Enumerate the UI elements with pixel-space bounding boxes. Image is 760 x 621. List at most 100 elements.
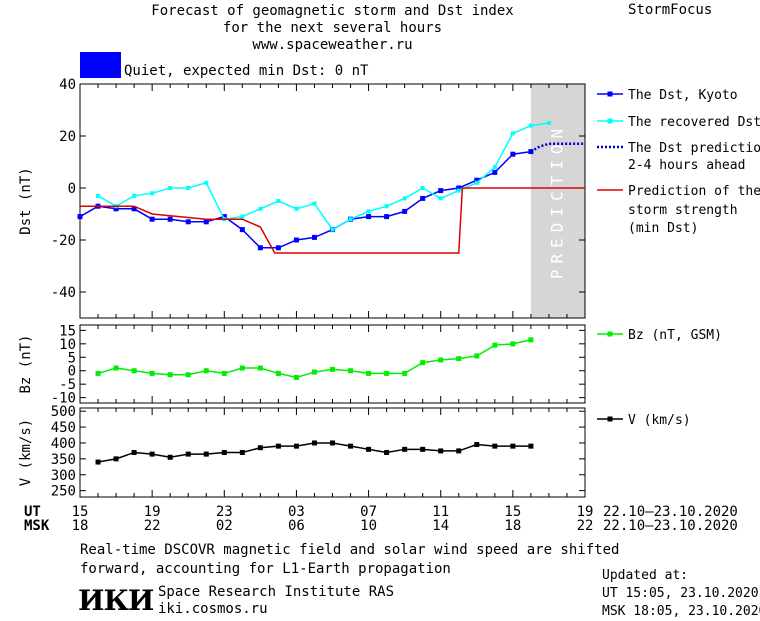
y-tick-label: 20 [59,129,76,145]
data-point [149,370,155,376]
data-point [185,372,191,378]
data-point [438,188,444,194]
msk-date-range: 22.10–23.10.2020 [603,518,738,534]
legend-speed-label: V (km/s) [628,413,691,428]
data-point [275,370,281,376]
data-point [185,219,191,225]
y-tick-label: -10 [51,391,76,407]
data-point [384,204,389,209]
msk-tick-label: 06 [288,518,305,534]
legend-bz-label: Bz (nT, GSM) [628,328,722,343]
data-point [311,234,317,240]
data-point [203,219,209,225]
msk-tick-label: 02 [216,518,233,534]
data-point [420,360,426,366]
data-point [474,442,480,448]
data-point [402,446,408,452]
institute-name: Space Research Institute RAS [158,584,395,600]
data-point [149,451,155,457]
data-point [311,369,317,375]
ut-tick-label: 19 [144,504,161,520]
data-point [492,165,497,170]
footnote: Real-time DSCOVR magnetic field and sola… [80,541,619,579]
data-point [221,214,227,220]
data-point [384,214,390,220]
data-point [528,337,534,343]
data-point [149,216,155,222]
data-point [366,214,372,220]
legend-speed-marker [607,416,613,422]
prediction-band-label: PREDICTION [547,123,566,279]
y-tick-label: 500 [51,404,76,420]
data-point [113,206,119,212]
y-tick-label: 40 [59,77,76,93]
data-point [293,374,299,380]
data-point [294,206,299,211]
data-point [492,443,498,449]
legend-storm-strength-label-2: storm strength [628,203,738,218]
data-point [528,443,534,449]
msk-tick-label: 14 [432,518,449,534]
data-point [366,370,372,376]
data-point [131,368,137,374]
ut-axis-label: UT [24,504,41,520]
data-point [420,186,425,190]
data-point [168,186,173,190]
data-point [167,454,173,460]
data-point [167,372,173,378]
data-point [275,443,281,449]
status-text: Quiet, expected min Dst: 0 nT [124,63,369,79]
brand-name: StormFocus [628,2,713,18]
panel-frame [79,407,586,498]
data-point [510,341,516,347]
data-point [510,131,515,136]
data-point [113,365,119,371]
y-tick-label: 400 [51,436,76,452]
y-tick-label: -40 [51,285,76,301]
updated-msk: MSK 18:05, 23.10.2020 [602,604,760,619]
legend-storm-strength-label-3: (min Dst) [628,221,698,236]
data-point [186,186,191,190]
msk-axis-label: MSK [24,518,50,534]
updated-info: Updated at: UT 15:05, 23.10.2020 MSK 18:… [602,567,760,621]
data-point [113,456,119,462]
data-point [492,169,498,175]
data-point [203,451,209,457]
data-point [384,370,390,376]
data-point [150,191,155,196]
data-point [348,368,354,374]
msk-tick-label: 10 [360,518,377,534]
data-point [167,216,173,222]
data-point [257,445,263,451]
data-point [384,450,390,455]
y-tick-label: 250 [51,484,76,500]
data-point [438,357,444,363]
y-axis-label: Dst (nT) [18,167,34,234]
series-line [530,142,585,153]
footnote-line-2: forward, accounting for L1-Earth propaga… [80,561,451,577]
data-point [402,370,408,376]
msk-tick-label: 22 [144,518,161,534]
ut-tick-label: 11 [432,504,449,520]
y-tick-label: 0 [68,364,76,380]
legend: The Dst, Kyoto The recovered Dst The Dst p… [597,88,760,428]
data-point [185,451,191,457]
status-color-swatch [80,52,121,78]
prediction-band [530,84,585,318]
website-link[interactable]: www.spaceweather.ru [252,37,413,53]
title-line-1: Forecast of geomagnetic storm and Dst in… [151,3,514,19]
data-point [312,201,317,206]
y-tick-label: 10 [59,337,76,353]
y-tick-label: 0 [68,181,76,197]
data-point [239,450,245,455]
institute-url[interactable]: iki.cosmos.ru [158,601,268,617]
data-point [474,177,480,183]
series-line [97,122,550,231]
data-point [293,237,299,243]
data-point [546,121,551,125]
data-point [203,368,209,374]
data-point [456,188,461,193]
ut-tick-label: 15 [72,504,89,520]
